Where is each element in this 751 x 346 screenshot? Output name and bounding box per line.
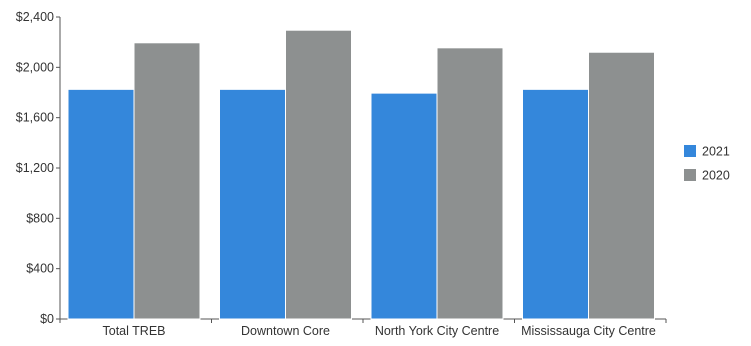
y-tick-label: $0: [40, 312, 54, 326]
x-category-label: Total TREB: [103, 324, 166, 338]
legend-label-2021: 2021: [702, 145, 730, 159]
bar-2021-2: [370, 92, 438, 320]
bar-2021-3: [522, 88, 589, 320]
x-category-label: Downtown Core: [241, 324, 330, 338]
chart-legend: 2021 2020: [684, 145, 730, 183]
y-tick-label: $400: [26, 262, 54, 276]
legend-swatch-2021: [684, 145, 696, 157]
bar-2020-2: [436, 47, 504, 320]
bar-2020-1: [285, 29, 352, 320]
x-category-label: Mississauga City Centre: [521, 324, 656, 338]
bar-2020-0: [133, 42, 201, 320]
y-tick-label: $2,000: [16, 60, 54, 74]
legend-label-2020: 2020: [702, 169, 730, 183]
y-tick-label: $800: [26, 211, 54, 225]
bar-2021-1: [219, 88, 286, 320]
y-tick-label: $1,200: [16, 161, 54, 175]
legend-swatch-2020: [684, 169, 696, 181]
bar-2021-0: [67, 88, 135, 320]
x-axis-category-labels: Total TREB Downtown Core North York City C…: [103, 324, 656, 338]
chart-bars: [67, 29, 655, 320]
bar-2020-3: [588, 51, 655, 320]
x-category-label: North York City Centre: [375, 324, 499, 338]
y-tick-label: $1,600: [16, 111, 54, 125]
y-axis-tick-labels: $0 $400 $800 $1,200 $1,600 $2,000 $2,400: [16, 10, 54, 326]
y-tick-label: $2,400: [16, 10, 54, 24]
